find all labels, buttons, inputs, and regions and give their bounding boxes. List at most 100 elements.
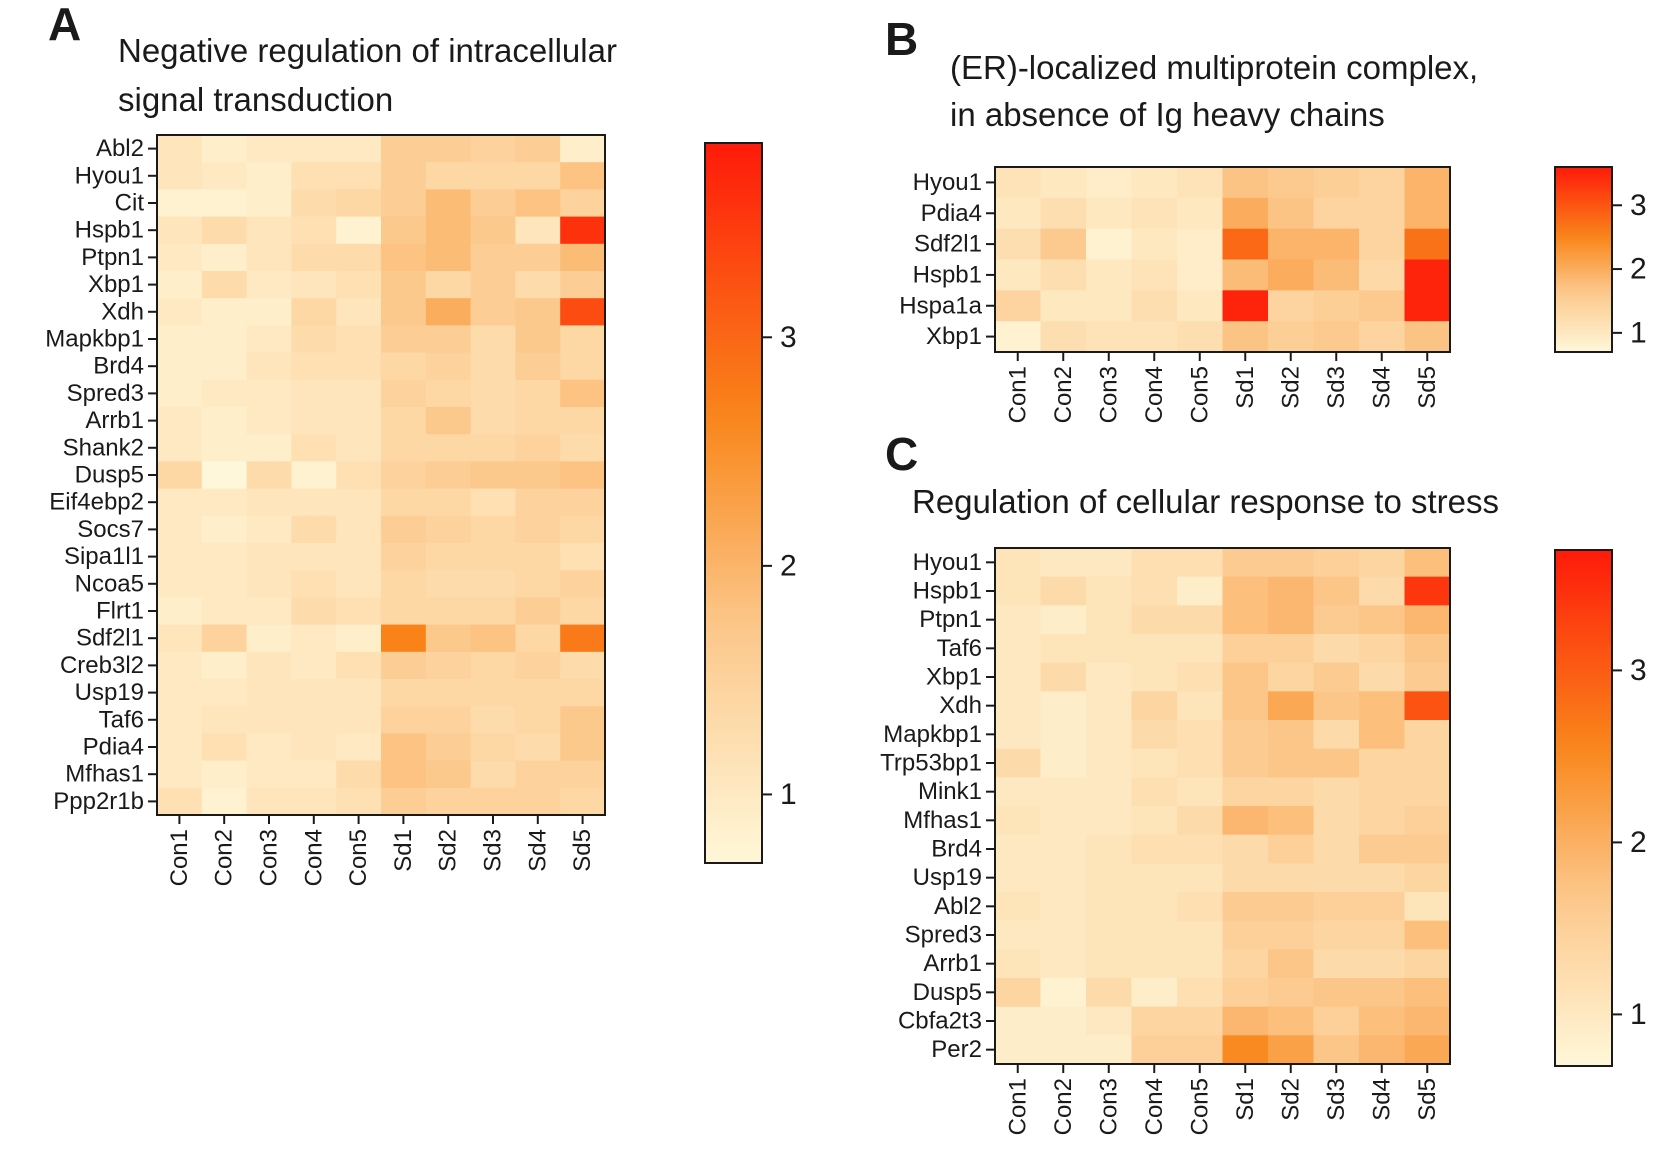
- heatmap-cell: [1222, 949, 1269, 979]
- heatmap-cell: [470, 461, 516, 490]
- heatmap-cell: [246, 379, 292, 408]
- heatmap-cell: [291, 379, 337, 408]
- heatmap-cell: [1359, 290, 1406, 322]
- heatmap-cell: [1222, 259, 1269, 291]
- heatmap-cell: [1040, 949, 1087, 979]
- panel-a-letter: A: [48, 0, 81, 50]
- column-label: Con3: [1095, 1078, 1122, 1135]
- heatmap-cell: [1086, 748, 1133, 778]
- heatmap-cell: [1086, 892, 1133, 922]
- heatmap-cell: [381, 407, 427, 435]
- column-label: Con2: [1050, 1078, 1077, 1135]
- heatmap-cell: [1131, 1035, 1178, 1065]
- heatmap-cell: [1177, 228, 1224, 261]
- heatmap-cell: [1131, 949, 1178, 979]
- heatmap-cell: [1040, 863, 1087, 893]
- heatmap-cell: [291, 162, 337, 190]
- panel-b-title-line-1: (ER)-localized multiprotein complex,: [950, 49, 1478, 86]
- heatmap-cell: [425, 434, 472, 462]
- heatmap-cell: [291, 271, 337, 299]
- heatmap-cell: [1359, 197, 1406, 230]
- heatmap-cell: [1040, 1035, 1087, 1065]
- heatmap-cell: [381, 461, 427, 490]
- heatmap-cell: [1222, 920, 1269, 950]
- heatmap-cell: [1268, 720, 1315, 750]
- heatmap-cell: [1086, 167, 1133, 199]
- heatmap-cell: [1268, 691, 1315, 721]
- heatmap-cell: [470, 597, 516, 626]
- heatmap-cell: [470, 135, 516, 163]
- heatmap-cell: [1404, 949, 1451, 979]
- heatmap-cell: [246, 298, 292, 326]
- column-label: Sd1: [1232, 1078, 1259, 1121]
- heatmap-cell: [425, 733, 472, 762]
- heatmap-cell: [1313, 321, 1360, 353]
- row-label: Mfhas1: [903, 807, 982, 834]
- heatmap-cell: [1268, 863, 1315, 893]
- heatmap-cell: [1177, 197, 1224, 230]
- heatmap-cell: [560, 597, 606, 626]
- heatmap-cell: [515, 488, 561, 517]
- heatmap-cell: [560, 298, 606, 326]
- heatmap-cell: [515, 189, 561, 218]
- heatmap-cell: [246, 679, 292, 707]
- row-label: Xbp1: [88, 271, 144, 298]
- heatmap-cell: [1404, 576, 1451, 606]
- column-label: Sd1: [1232, 366, 1259, 409]
- heatmap-cell: [425, 162, 472, 190]
- heatmap-cell: [1404, 777, 1451, 807]
- heatmap-cell: [291, 325, 337, 354]
- heatmap-cell: [246, 515, 292, 544]
- heatmap-cell: [381, 760, 427, 789]
- heatmap-cell: [291, 597, 337, 626]
- heatmap-cell: [157, 679, 203, 707]
- row-label: Cbfa2t3: [898, 1008, 982, 1035]
- row-label: Mink1: [918, 778, 982, 805]
- heatmap-cell: [1313, 634, 1360, 664]
- heatmap-cell: [515, 298, 561, 326]
- heatmap-cell: [1268, 290, 1315, 322]
- heatmap-cell: [1313, 863, 1360, 893]
- heatmap-cell: [1177, 605, 1224, 635]
- heatmap-cell: [1404, 548, 1451, 578]
- heatmap-cell: [1268, 978, 1315, 1008]
- row-label: Hyou1: [75, 162, 144, 189]
- heatmap-cell: [1359, 806, 1406, 836]
- heatmap-cell: [201, 162, 248, 190]
- heatmap-cell: [1313, 290, 1360, 322]
- heatmap-cell: [560, 543, 606, 571]
- heatmap-cell: [1313, 548, 1360, 578]
- heatmap-cell: [515, 243, 561, 272]
- heatmap-cell: [336, 597, 382, 626]
- heatmap-cell: [995, 748, 1042, 778]
- heatmap-cell: [995, 691, 1042, 721]
- heatmap-cell: [1086, 662, 1133, 692]
- heatmap-cell: [1359, 167, 1406, 199]
- heatmap-cell: [1040, 978, 1087, 1008]
- heatmap-cell: [1268, 949, 1315, 979]
- heatmap-cell: [995, 1035, 1042, 1065]
- heatmap-cell: [336, 271, 382, 299]
- heatmap-cell: [1177, 806, 1224, 836]
- heatmap-cell: [246, 651, 292, 680]
- heatmap-cell: [336, 651, 382, 680]
- column-label: Sd5: [569, 829, 596, 872]
- heatmap-cell: [1131, 167, 1178, 199]
- heatmap-cell: [201, 733, 248, 762]
- row-label: Usp19: [75, 679, 144, 706]
- heatmap-cell: [381, 135, 427, 163]
- heatmap-cell: [1404, 605, 1451, 635]
- heatmap-cell: [1359, 920, 1406, 950]
- heatmap-cell: [291, 651, 337, 680]
- heatmap-cell: [425, 760, 472, 789]
- row-label: Usp19: [913, 864, 982, 891]
- heatmap-cell: [515, 271, 561, 299]
- heatmap-cell: [157, 434, 203, 462]
- colorbar-tick-label: 3: [780, 321, 797, 354]
- column-label: Con5: [1186, 366, 1213, 423]
- column-label: Con4: [1141, 366, 1168, 423]
- heatmap-cell: [425, 298, 472, 326]
- heatmap-cell: [425, 243, 472, 272]
- heatmap-cell: [201, 352, 248, 381]
- heatmap-cell: [1086, 228, 1133, 261]
